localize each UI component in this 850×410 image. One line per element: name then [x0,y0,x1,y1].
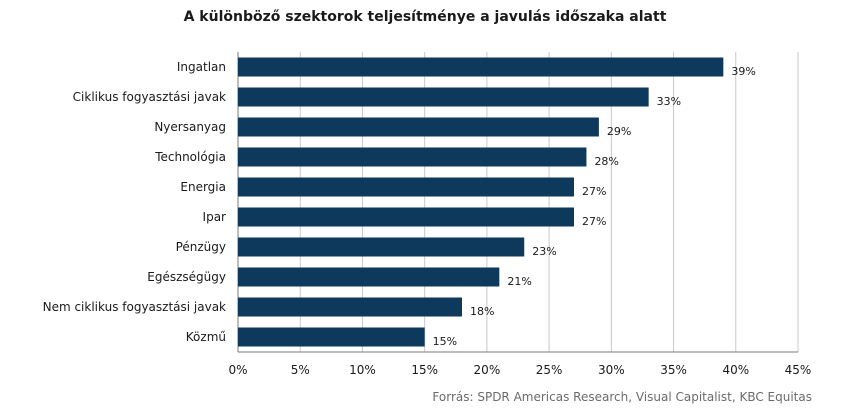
bar [238,297,462,317]
category-label: Energia [180,180,226,194]
category-label: Technológia [154,150,226,164]
bar [238,327,425,347]
x-tick-label: 0% [228,363,247,377]
data-label: 28% [594,155,618,168]
bar [238,177,574,197]
category-label: Ingatlan [177,60,226,74]
source-note: Forrás: SPDR Americas Research, Visual C… [432,390,812,404]
data-label: 23% [532,245,556,258]
bar [238,87,649,107]
bar [238,57,724,77]
data-label: 18% [470,305,494,318]
bar [238,237,525,257]
category-label: Nyersanyag [154,120,226,134]
x-tick-label: 25% [536,363,563,377]
data-label: 27% [582,215,606,228]
data-label: 27% [582,185,606,198]
x-tick-label: 15% [411,363,438,377]
data-label: 15% [433,335,457,348]
x-tick-label: 5% [291,363,310,377]
bar [238,267,500,287]
data-label: 21% [507,275,531,288]
bar [238,147,587,167]
x-tick-label: 10% [349,363,376,377]
x-tick-label: 45% [785,363,812,377]
x-tick-label: 35% [660,363,687,377]
category-label: Pénzügy [176,240,226,254]
data-label: 39% [731,65,755,78]
x-tick-label: 30% [598,363,625,377]
x-tick-label: 20% [474,363,501,377]
category-label: Közmű [186,330,226,344]
category-label: Ciklikus fogyasztási javak [73,90,226,104]
x-tick-label: 40% [722,363,749,377]
bar [238,207,574,227]
data-label: 33% [657,95,681,108]
category-label: Ipar [203,210,227,224]
category-label: Nem ciklikus fogyasztási javak [43,300,226,314]
category-label: Egészségügy [147,270,226,284]
chart-title: A különböző szektorok teljesítménye a ja… [183,9,667,25]
bar [238,117,599,137]
data-label: 29% [607,125,631,138]
